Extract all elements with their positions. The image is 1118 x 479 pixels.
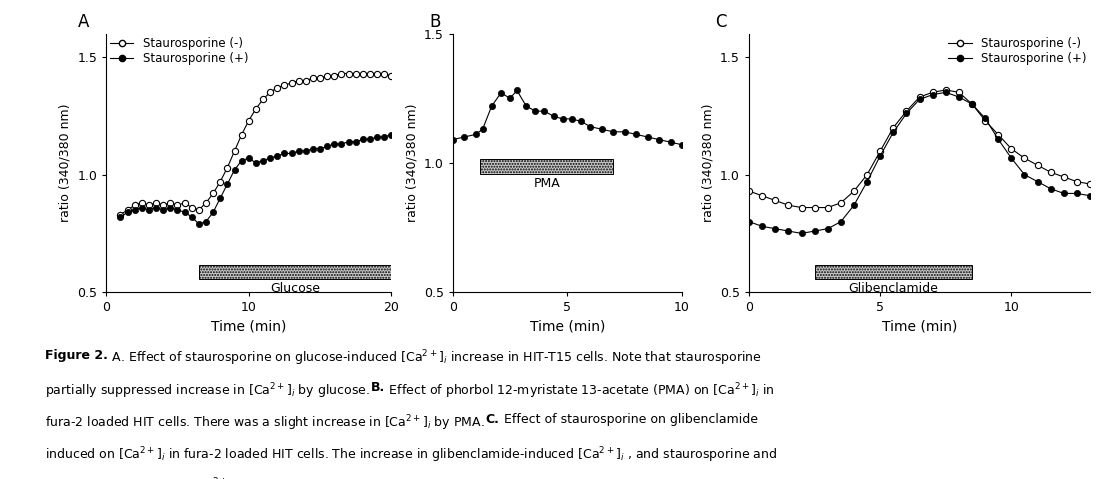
Text: Figure 2.: Figure 2. — [45, 349, 107, 362]
Text: B: B — [429, 13, 442, 31]
Text: A: A — [78, 13, 89, 31]
Legend: Staurosporine (-), Staurosporine (+): Staurosporine (-), Staurosporine (+) — [948, 37, 1087, 66]
Text: partially suppressed increase in [Ca$^{2+}$]$_i$ by glucose.: partially suppressed increase in [Ca$^{2… — [45, 381, 371, 400]
Bar — [199, 265, 391, 279]
Text: Glibenclamide: Glibenclamide — [849, 282, 938, 295]
Bar — [481, 159, 613, 174]
Text: induced on [Ca$^{2+}$]$_i$ in fura-2 loaded HIT cells. The increase in glibencla: induced on [Ca$^{2+}$]$_i$ in fura-2 loa… — [45, 445, 777, 465]
Text: fura-2 loaded HIT cells. There was a slight increase in [Ca$^{2+}$]$_i$ by PMA.: fura-2 loaded HIT cells. There was a sli… — [45, 413, 485, 433]
Text: C.: C. — [485, 413, 500, 426]
Text: Effect of phorbol 12-myristate 13-acetate (PMA) on [Ca$^{2+}$]$_i$ in: Effect of phorbol 12-myristate 13-acetat… — [386, 381, 775, 400]
X-axis label: Time (min): Time (min) — [211, 320, 286, 334]
Y-axis label: ratio (340/380 nm): ratio (340/380 nm) — [58, 103, 72, 222]
Text: Glucose: Glucose — [271, 282, 320, 295]
Text: A. Effect of staurosporine on glucose-induced [Ca$^{2+}$]$_i$ increase in HIT-T1: A. Effect of staurosporine on glucose-in… — [107, 349, 761, 368]
Y-axis label: ratio (340/380 nm): ratio (340/380 nm) — [701, 103, 714, 222]
Text: Effect of staurosporine on glibenclamide: Effect of staurosporine on glibenclamide — [500, 413, 758, 426]
X-axis label: Time (min): Time (min) — [882, 320, 957, 334]
X-axis label: Time (min): Time (min) — [530, 320, 605, 334]
Legend: Staurosporine (-), Staurosporine (+): Staurosporine (-), Staurosporine (+) — [110, 37, 248, 66]
Text: B.: B. — [371, 381, 386, 394]
Text: C: C — [716, 13, 727, 31]
Text: PMA: PMA — [533, 177, 560, 190]
Text: glibenclamide-induced [Ca$^{2+}$]$_i$ increase was almost at the same level.: glibenclamide-induced [Ca$^{2+}$]$_i$ in… — [45, 476, 485, 479]
Bar — [815, 265, 972, 279]
Y-axis label: ratio (340/380 nm): ratio (340/380 nm) — [405, 103, 418, 222]
